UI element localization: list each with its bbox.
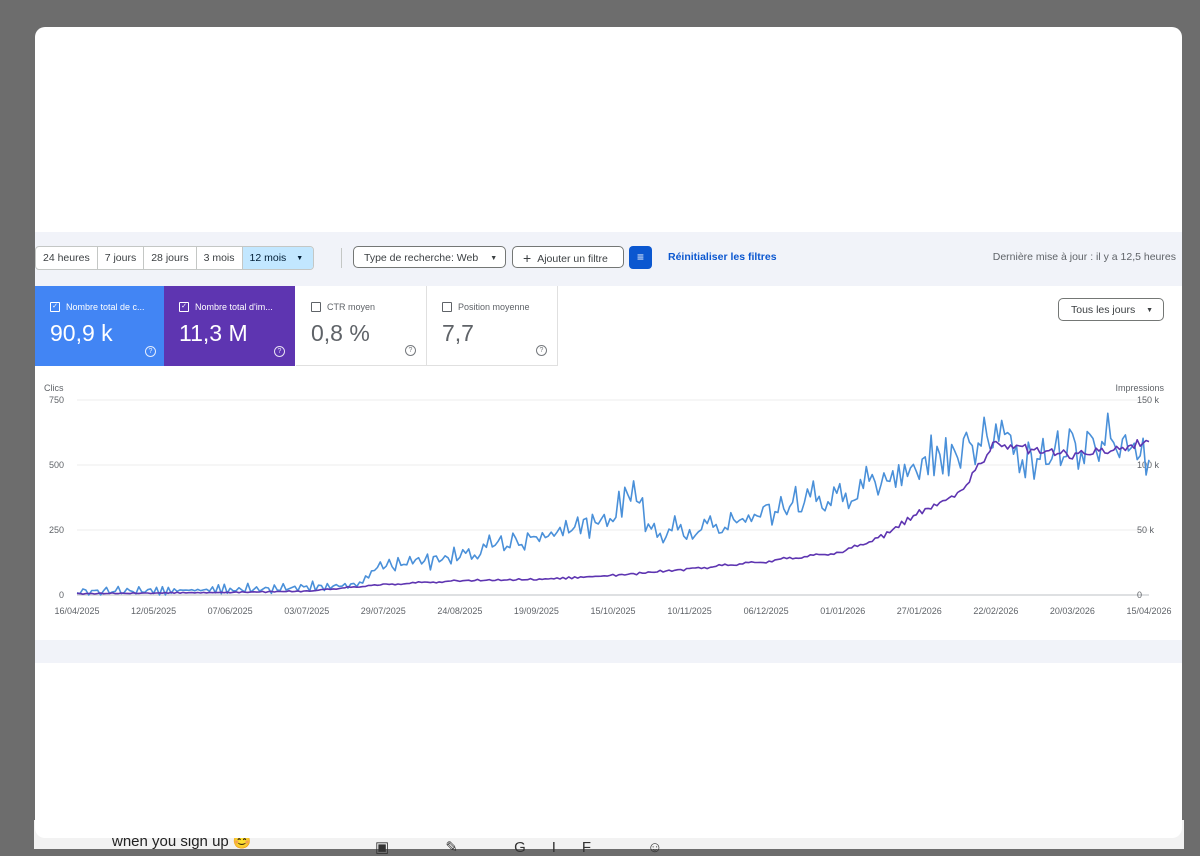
- plus-icon: +: [523, 250, 532, 266]
- metric-clicks-card[interactable]: ✓ Nombre total de c... 90,9 k ?: [35, 286, 166, 366]
- y-right-axis-label: Impressions: [1115, 383, 1164, 393]
- x-tick-label: 10/11/2025: [667, 606, 711, 616]
- x-tick-label: 03/07/2025: [284, 606, 329, 616]
- clicks-series-line: [76, 412, 1150, 596]
- filter-sparkle-icon: ≡: [636, 250, 644, 264]
- filter-divider: [341, 248, 342, 268]
- y-right-tick-label: 150 k: [1137, 395, 1160, 405]
- help-icon[interactable]: ?: [405, 345, 416, 356]
- granularity-dropdown[interactable]: Tous les jours ▼: [1058, 298, 1164, 321]
- y-left-tick-label: 0: [59, 590, 64, 600]
- y-right-tick-label: 0: [1137, 590, 1142, 600]
- screenshot-card: 24 heures 7 jours 28 jours 3 mois 12 moi…: [35, 27, 1182, 838]
- metric-position-value: 7,7: [442, 320, 474, 346]
- performance-panel: ✓ Nombre total de c... 90,9 k ? ✓ Nombre t…: [35, 286, 1182, 640]
- metric-impressions-value: 11,3 M: [179, 320, 248, 346]
- range-24h-button[interactable]: 24 heures: [36, 247, 98, 269]
- granularity-label: Tous les jours: [1071, 304, 1136, 316]
- checkbox-checked-icon[interactable]: ✓: [179, 302, 189, 312]
- x-tick-label: 07/06/2025: [208, 606, 253, 616]
- x-tick-label: 15/04/2026: [1126, 606, 1171, 616]
- help-icon[interactable]: ?: [145, 346, 156, 357]
- x-tick-label: 16/04/2025: [54, 606, 99, 616]
- y-left-axis-label: Clics: [44, 383, 64, 393]
- range-12m-button[interactable]: 12 mois ▼: [242, 247, 314, 269]
- date-range-selector: 24 heures 7 jours 28 jours 3 mois 12 moi…: [35, 246, 315, 270]
- search-type-dropdown[interactable]: Type de recherche: Web ▼: [353, 246, 506, 268]
- x-tick-label: 15/10/2025: [590, 606, 635, 616]
- range-28d-button[interactable]: 28 jours: [144, 247, 197, 269]
- y-right-tick-label: 50 k: [1137, 525, 1155, 535]
- x-tick-label: 24/08/2025: [437, 606, 482, 616]
- search-type-label: Type de recherche: Web: [364, 252, 479, 264]
- range-3m-button[interactable]: 3 mois: [197, 247, 243, 269]
- last-update-text: Dernière mise à jour : il y a 12,5 heure…: [992, 251, 1176, 263]
- x-tick-label: 01/01/2026: [820, 606, 865, 616]
- chevron-down-icon: ▼: [1146, 307, 1153, 314]
- metric-ctr-value: 0,8 %: [311, 320, 370, 346]
- metric-impressions-card[interactable]: ✓ Nombre total d'im... 11,3 M ?: [164, 286, 295, 366]
- x-tick-label: 20/03/2026: [1050, 606, 1095, 616]
- reset-filters-link[interactable]: Réinitialiser les filtres: [668, 251, 777, 263]
- add-filter-label: Ajouter un filtre: [537, 253, 608, 265]
- y-left-tick-label: 250: [49, 525, 64, 535]
- metric-position-label: Position moyenne: [458, 302, 530, 312]
- range-7d-button[interactable]: 7 jours: [98, 247, 145, 269]
- checkbox-checked-icon[interactable]: ✓: [50, 302, 60, 312]
- metric-ctr-card[interactable]: CTR moyen 0,8 % ?: [296, 286, 427, 366]
- filter-icon-button[interactable]: ≡: [629, 246, 652, 269]
- filter-bar: 24 heures 7 jours 28 jours 3 mois 12 moi…: [35, 246, 1182, 272]
- metric-position-card[interactable]: Position moyenne 7,7 ?: [427, 286, 558, 366]
- help-icon[interactable]: ?: [536, 345, 547, 356]
- background-composer-icons: ▣ ✎ GIF ☺: [375, 839, 689, 856]
- range-12m-label: 12 mois: [249, 252, 287, 264]
- add-filter-button[interactable]: + Ajouter un filtre: [512, 246, 624, 268]
- checkbox-empty-icon[interactable]: [311, 302, 321, 312]
- x-tick-label: 29/07/2025: [361, 606, 406, 616]
- x-tick-label: 12/05/2025: [131, 606, 176, 616]
- y-left-tick-label: 750: [49, 395, 64, 405]
- x-tick-label: 22/02/2026: [973, 606, 1018, 616]
- x-tick-label: 27/01/2026: [897, 606, 942, 616]
- checkbox-empty-icon[interactable]: [442, 302, 452, 312]
- impressions-series-line: [77, 439, 1150, 595]
- x-tick-label: 19/09/2025: [514, 606, 559, 616]
- metric-ctr-label: CTR moyen: [327, 302, 376, 312]
- metric-clicks-label: Nombre total de c...: [66, 302, 145, 312]
- metric-impressions-label: Nombre total d'im...: [195, 302, 273, 312]
- search-console-performance: 24 heures 7 jours 28 jours 3 mois 12 moi…: [35, 232, 1182, 663]
- y-left-tick-label: 500: [49, 460, 64, 470]
- x-tick-label: 06/12/2025: [744, 606, 789, 616]
- metric-clicks-value: 90,9 k: [50, 320, 113, 346]
- help-icon[interactable]: ?: [274, 346, 285, 357]
- chevron-down-icon: ▼: [296, 255, 304, 262]
- chevron-down-icon: ▼: [490, 255, 498, 262]
